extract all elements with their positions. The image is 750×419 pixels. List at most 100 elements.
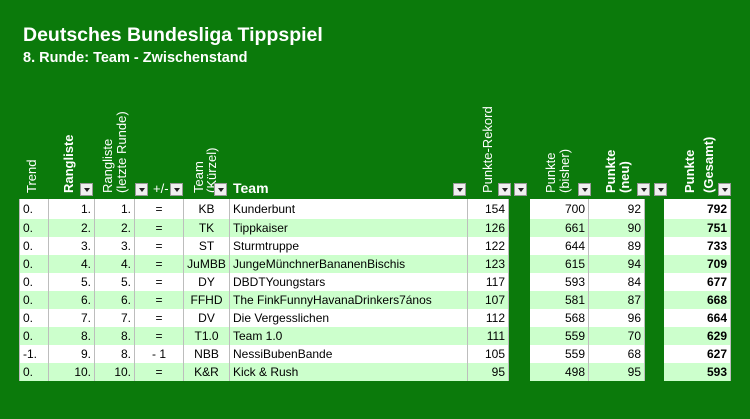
cell-diff[interactable]: = (134, 199, 184, 219)
cell-rank-prev[interactable]: 5. (94, 273, 135, 291)
cell-punkte-bisher[interactable]: 593 (529, 273, 589, 291)
filter-dropdown-team-abbr[interactable] (214, 183, 227, 196)
cell-punkte-gesamt[interactable]: 751 (663, 219, 731, 237)
table-row[interactable]: 0. 3. 3. = ST Sturmtruppe 122 644 89 733 (19, 237, 731, 255)
cell-punkte-neu[interactable]: 95 (588, 363, 645, 381)
cell-rank-prev[interactable]: 2. (94, 219, 135, 237)
cell-punkte-gesamt[interactable]: 677 (663, 273, 731, 291)
cell-team-abbr[interactable]: DY (183, 273, 230, 291)
cell-punkte-rekord[interactable]: 117 (467, 273, 509, 291)
cell-punkte-rekord[interactable]: 111 (467, 327, 509, 345)
cell-rank-prev[interactable]: 1. (94, 199, 135, 219)
cell-punkte-rekord[interactable]: 123 (467, 255, 509, 273)
cell-punkte-bisher[interactable]: 568 (529, 309, 589, 327)
cell-rank-prev[interactable]: 4. (94, 255, 135, 273)
cell-punkte-gesamt[interactable]: 627 (663, 345, 731, 363)
cell-trend[interactable]: 0. (19, 363, 49, 381)
cell-punkte-rekord[interactable]: 107 (467, 291, 509, 309)
cell-punkte-neu[interactable]: 90 (588, 219, 645, 237)
cell-rank[interactable]: 7. (48, 309, 95, 327)
cell-trend[interactable]: 0. (19, 237, 49, 255)
filter-dropdown-punkte-bisher[interactable] (578, 183, 591, 196)
cell-punkte-rekord[interactable]: 112 (467, 309, 509, 327)
cell-trend[interactable]: 0. (19, 255, 49, 273)
cell-team-abbr[interactable]: K&R (183, 363, 230, 381)
cell-team-name[interactable]: DBDTYoungstars (229, 273, 468, 291)
cell-rank-prev[interactable]: 10. (94, 363, 135, 381)
filter-dropdown-punkte-rekord[interactable] (498, 183, 511, 196)
cell-punkte-rekord[interactable]: 126 (467, 219, 509, 237)
cell-punkte-rekord[interactable]: 154 (467, 199, 509, 219)
table-row[interactable]: 0. 8. 8. = T1.0 Team 1.0 111 559 70 629 (19, 327, 731, 345)
cell-punkte-bisher[interactable]: 559 (529, 345, 589, 363)
cell-rank[interactable]: 3. (48, 237, 95, 255)
cell-rank-prev[interactable]: 8. (94, 327, 135, 345)
cell-team-name[interactable]: Team 1.0 (229, 327, 468, 345)
cell-punkte-gesamt[interactable]: 733 (663, 237, 731, 255)
cell-rank-prev[interactable]: 6. (94, 291, 135, 309)
cell-punkte-neu[interactable]: 84 (588, 273, 645, 291)
cell-rank[interactable]: 8. (48, 327, 95, 345)
cell-punkte-neu[interactable]: 96 (588, 309, 645, 327)
cell-rank[interactable]: 6. (48, 291, 95, 309)
filter-dropdown-punkte-gesamt[interactable] (718, 183, 731, 196)
cell-trend[interactable]: 0. (19, 291, 49, 309)
cell-team-name[interactable]: Sturmtruppe (229, 237, 468, 255)
cell-diff[interactable]: = (134, 237, 184, 255)
cell-punkte-neu[interactable]: 94 (588, 255, 645, 273)
cell-team-abbr[interactable]: ST (183, 237, 230, 255)
filter-dropdown-punkte-neu[interactable] (637, 183, 650, 196)
cell-team-abbr[interactable]: FFHD (183, 291, 230, 309)
cell-punkte-gesamt[interactable]: 664 (663, 309, 731, 327)
cell-punkte-bisher[interactable]: 498 (529, 363, 589, 381)
table-row[interactable]: 0. 1. 1. = KB Kunderbunt 154 700 92 792 (19, 199, 731, 219)
cell-team-name[interactable]: Kunderbunt (229, 199, 468, 219)
cell-team-abbr[interactable]: DV (183, 309, 230, 327)
cell-punkte-gesamt[interactable]: 668 (663, 291, 731, 309)
cell-punkte-rekord[interactable]: 105 (467, 345, 509, 363)
cell-team-abbr[interactable]: TK (183, 219, 230, 237)
filter-dropdown-extra-2[interactable] (654, 183, 667, 196)
cell-team-name[interactable]: Kick & Rush (229, 363, 468, 381)
cell-punkte-rekord[interactable]: 122 (467, 237, 509, 255)
cell-rank-prev[interactable]: 8. (94, 345, 135, 363)
cell-team-name[interactable]: NessiBubenBande (229, 345, 468, 363)
cell-trend[interactable]: 0. (19, 219, 49, 237)
cell-diff[interactable]: = (134, 291, 184, 309)
cell-rank[interactable]: 5. (48, 273, 95, 291)
cell-punkte-gesamt[interactable]: 709 (663, 255, 731, 273)
cell-punkte-neu[interactable]: 87 (588, 291, 645, 309)
cell-punkte-gesamt[interactable]: 629 (663, 327, 731, 345)
cell-rank[interactable]: 4. (48, 255, 95, 273)
cell-team-abbr[interactable]: NBB (183, 345, 230, 363)
cell-trend[interactable]: 0. (19, 309, 49, 327)
filter-dropdown-team[interactable] (453, 183, 466, 196)
cell-team-abbr[interactable]: T1.0 (183, 327, 230, 345)
filter-dropdown-rangliste-prev[interactable] (135, 183, 148, 196)
cell-team-name[interactable]: Die Vergesslichen (229, 309, 468, 327)
cell-trend[interactable]: 0. (19, 273, 49, 291)
cell-team-name[interactable]: Tippkaiser (229, 219, 468, 237)
cell-diff[interactable]: = (134, 273, 184, 291)
cell-team-abbr[interactable]: JuMBB (183, 255, 230, 273)
cell-rank[interactable]: 1. (48, 199, 95, 219)
cell-punkte-neu[interactable]: 92 (588, 199, 645, 219)
filter-dropdown-rangliste[interactable] (80, 183, 93, 196)
cell-trend[interactable]: 0. (19, 327, 49, 345)
table-row[interactable]: 0. 7. 7. = DV Die Vergesslichen 112 568 96 664 (19, 309, 731, 327)
cell-rank[interactable]: 9. (48, 345, 95, 363)
table-row[interactable]: 0. 5. 5. = DY DBDTYoungstars 117 593 84 677 (19, 273, 731, 291)
cell-punkte-bisher[interactable]: 615 (529, 255, 589, 273)
cell-punkte-bisher[interactable]: 700 (529, 199, 589, 219)
table-row[interactable]: 0. 4. 4. = JuMBB JungeMünchnerBananenBischis 1… (19, 255, 731, 273)
cell-rank-prev[interactable]: 3. (94, 237, 135, 255)
table-row[interactable]: 0. 6. 6. = FFHD The FinkFunnyHavanaDrinkers7á… (19, 291, 731, 309)
cell-trend[interactable]: 0. (19, 199, 49, 219)
cell-punkte-bisher[interactable]: 559 (529, 327, 589, 345)
cell-diff[interactable]: = (134, 255, 184, 273)
cell-rank[interactable]: 10. (48, 363, 95, 381)
cell-team-name[interactable]: The FinkFunnyHavanaDrinkers7ános (229, 291, 468, 309)
table-row[interactable]: -1. 9. 8. - 1 NBB NessiBubenBande 105 559 68 627 (19, 345, 731, 363)
cell-team-name[interactable]: JungeMünchnerBananenBischis (229, 255, 468, 273)
cell-trend[interactable]: -1. (19, 345, 49, 363)
